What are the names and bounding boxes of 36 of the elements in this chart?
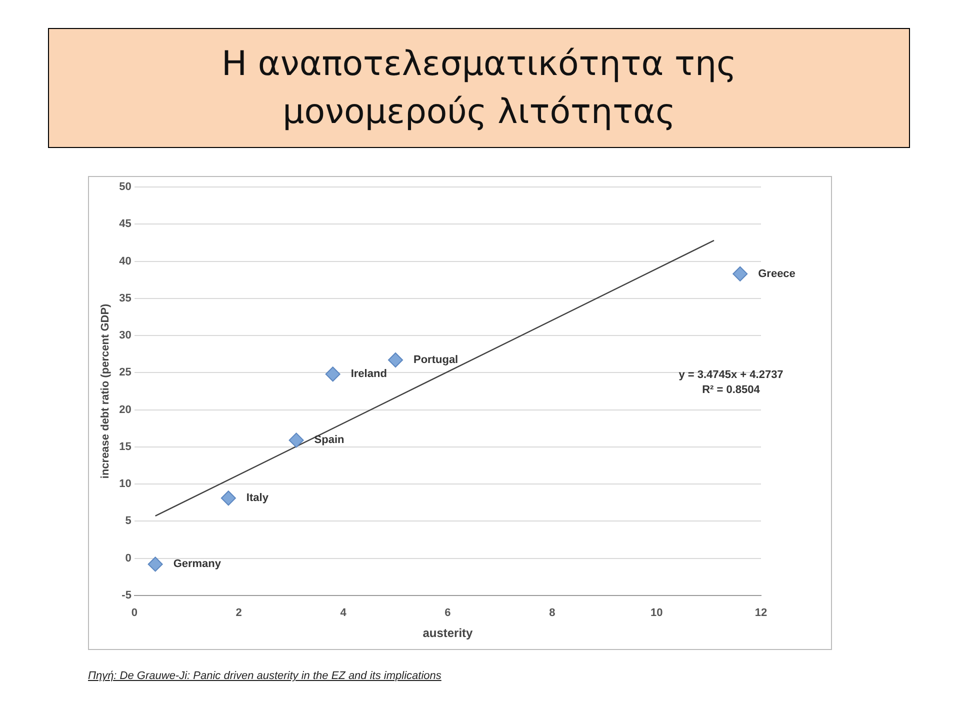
y-tick-label: 10	[119, 478, 132, 490]
text: Πηγή: De Grauwe-Ji: Panic driven austerity in the EZ and its implications	[88, 670, 442, 682]
x-tick-label: 12	[754, 607, 768, 620]
annotation: y = 3.4745x + 4.2737	[678, 368, 784, 381]
y-tick-label: 5	[125, 515, 132, 528]
y-tick-label: 30	[119, 330, 132, 342]
point	[220, 490, 236, 506]
y-tick-label: 0	[125, 552, 132, 564]
y-tick-label: 45	[119, 218, 132, 230]
point	[148, 556, 163, 572]
y-tick-label: 35	[119, 292, 132, 304]
annotation: Italy	[246, 492, 270, 504]
y-tick-label: 15	[119, 440, 132, 453]
x-tick-label: 8	[549, 607, 556, 620]
x-tick-label: 4	[340, 607, 348, 620]
y-tick-label: 20	[119, 404, 132, 416]
x-tick-label: 10	[650, 607, 663, 620]
annotation: Portugal	[414, 354, 458, 366]
y-tick-label: -5	[122, 589, 132, 602]
annotation: R² = 0.8504	[702, 384, 761, 396]
chart-title: Η αναποτελεσματικότητα της μονομερούς λιτότητας	[48, 28, 910, 148]
x-axis-title: austerity	[422, 626, 474, 640]
annotation: Ireland	[350, 368, 387, 380]
point	[732, 266, 748, 282]
point	[388, 352, 404, 368]
y-tick-label: 25	[119, 366, 132, 379]
annotation: Greece	[758, 268, 796, 280]
annotation: Spain	[314, 434, 345, 446]
point	[288, 432, 304, 448]
y-axis-title: increase debt ratio (percent GDP)	[100, 303, 112, 479]
annotation: Germany	[173, 558, 222, 570]
x-tick-label: 6	[444, 607, 451, 620]
point	[325, 366, 340, 382]
y-tick-label: 40	[119, 255, 132, 268]
y-tick-label: 50	[119, 181, 132, 194]
x-tick-label: 2	[236, 607, 242, 620]
